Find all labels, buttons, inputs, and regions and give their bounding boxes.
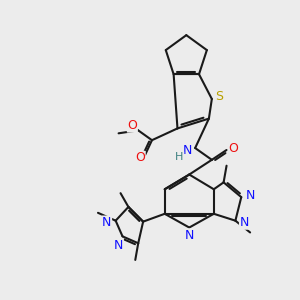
Text: N: N [114,239,123,252]
Text: N: N [239,216,249,229]
Text: N: N [102,216,112,229]
Text: N: N [183,145,192,158]
Text: N: N [245,189,255,202]
Text: O: O [135,152,145,164]
Text: H: H [175,152,184,162]
Text: N: N [184,229,194,242]
Text: O: O [128,119,137,132]
Text: O: O [229,142,238,154]
Text: S: S [215,91,223,103]
